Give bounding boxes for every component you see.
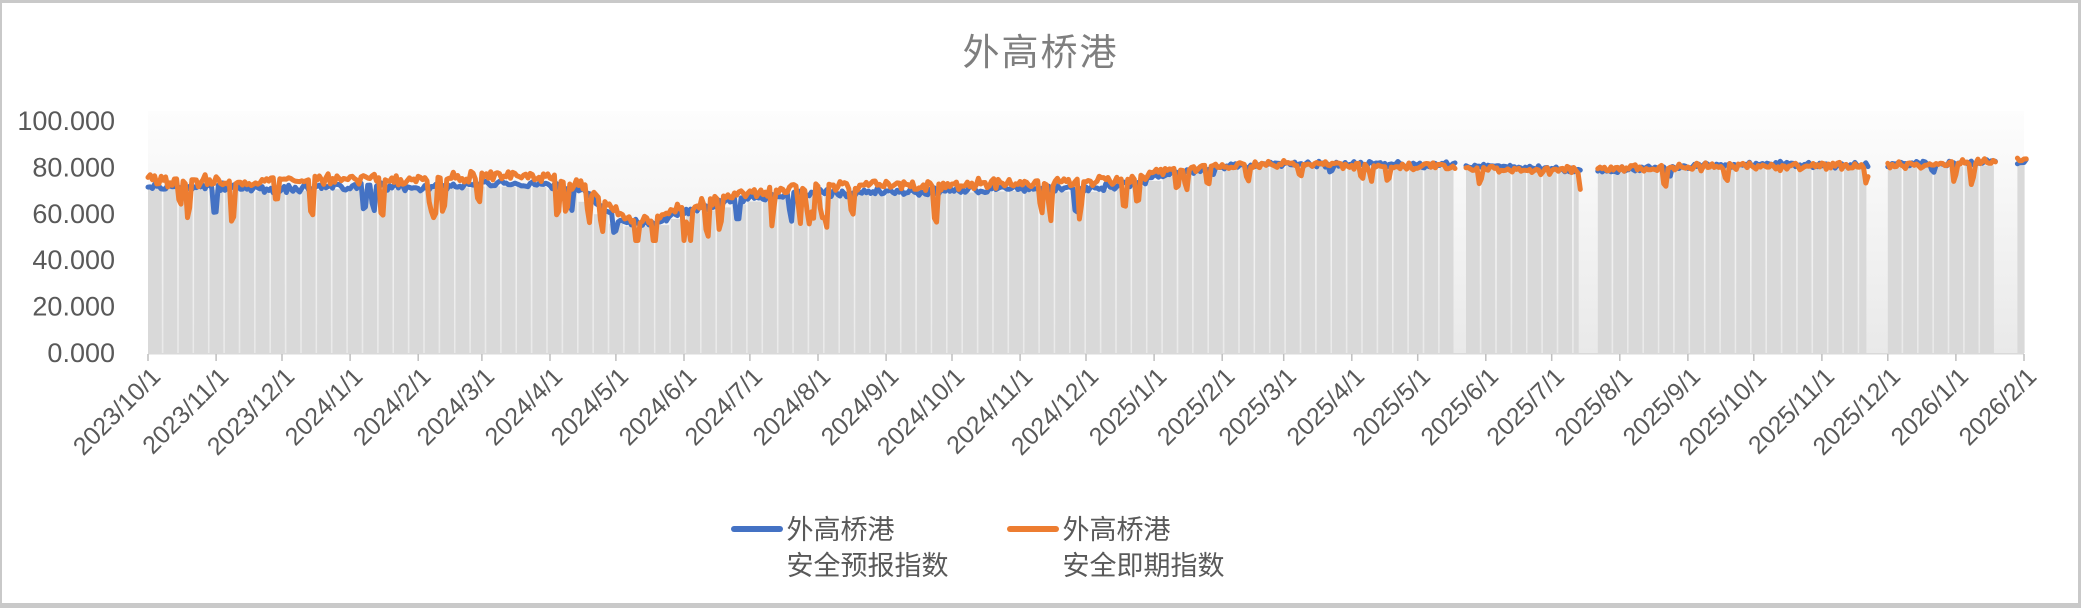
- legend-label-forecast: 外高桥港 安全预报指数: [787, 512, 949, 584]
- legend-label-spot-line2: 安全即期指数: [1062, 551, 1225, 581]
- svg-text:0.000: 0.000: [47, 338, 115, 368]
- svg-text:80.000: 80.000: [32, 152, 115, 182]
- spot-line-swatch: [1006, 526, 1059, 532]
- x-axis: [147, 353, 2025, 361]
- legend-label-spot-line1: 外高桥港: [1062, 515, 1171, 545]
- svg-text:40.000: 40.000: [32, 245, 115, 275]
- legend-item-forecast[interactable]: 外高桥港 安全预报指数: [730, 512, 949, 584]
- svg-text:20.000: 20.000: [32, 292, 115, 322]
- legend-label-forecast-line2: 安全预报指数: [786, 551, 949, 581]
- svg-text:60.000: 60.000: [32, 199, 115, 229]
- x-axis-labels: 2023/10/12023/11/12023/12/12024/1/12024/…: [68, 362, 2042, 460]
- legend-label-forecast-line1: 外高桥港: [786, 515, 895, 545]
- legend: 外高桥港 安全预报指数 外高桥港 安全即期指数: [0, 512, 2018, 584]
- forecast-line-swatch: [730, 526, 783, 532]
- y-axis-labels: 0.000 20.000 40.000 60.000 80.000 100.000: [17, 106, 115, 368]
- weekly-columns: [148, 164, 2025, 353]
- chart-title[interactable]: 外高桥港: [962, 32, 1119, 73]
- svg-text:100.000: 100.000: [17, 106, 115, 136]
- legend-item-spot[interactable]: 外高桥港 安全即期指数: [1006, 512, 1225, 584]
- series-spot-line[interactable]: [145, 155, 2029, 243]
- legend-label-spot: 外高桥港 安全即期指数: [1063, 512, 1225, 584]
